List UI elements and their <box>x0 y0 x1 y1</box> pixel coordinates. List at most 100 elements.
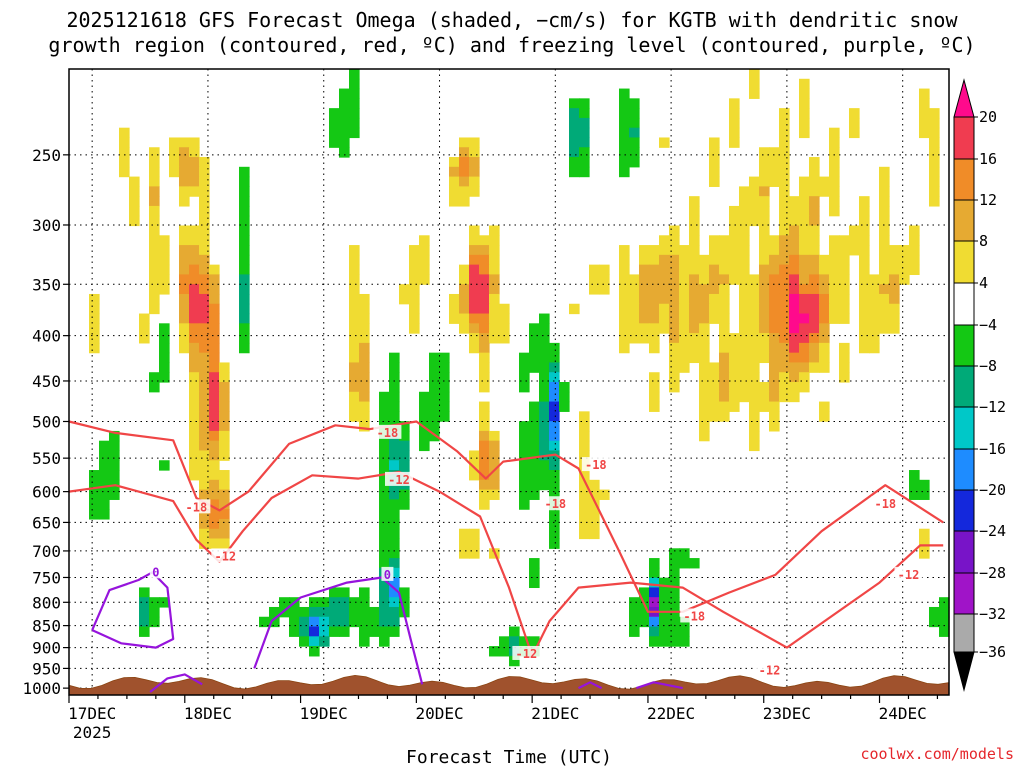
omega-cell <box>489 479 500 491</box>
omega-cell <box>859 293 870 305</box>
omega-cell <box>409 254 420 266</box>
omega-cell <box>829 293 840 305</box>
omega-cell <box>379 440 390 452</box>
omega-cell <box>659 577 670 589</box>
colorbar-label: −12 <box>979 398 1006 416</box>
omega-cell <box>519 450 530 461</box>
omega-cell <box>359 293 370 305</box>
omega-cell <box>429 421 440 432</box>
omega-cell <box>539 430 550 442</box>
freezing-contour <box>149 673 203 693</box>
omega-cell <box>469 254 480 266</box>
omega-cell <box>649 372 660 383</box>
omega-cell <box>809 323 820 334</box>
omega-cell <box>149 157 160 168</box>
colorbar-segment <box>953 365 975 408</box>
omega-cell <box>679 293 690 305</box>
omega-cell <box>179 274 190 285</box>
y-tick-label: 300 <box>32 216 61 235</box>
omega-cell <box>479 450 490 461</box>
omega-cell <box>809 176 820 187</box>
omega-cell <box>659 616 670 628</box>
omega-cell <box>929 117 940 129</box>
omega-cell <box>689 313 700 324</box>
omega-cell <box>929 186 940 197</box>
omega-cell <box>839 274 850 285</box>
omega-cell <box>209 303 220 315</box>
omega-cell <box>379 587 390 598</box>
omega-cell <box>539 470 550 481</box>
colorbar-label: 12 <box>979 191 997 209</box>
omega-cell <box>939 616 950 628</box>
colorbar-label: −36 <box>979 643 1006 661</box>
omega-cell <box>479 372 490 383</box>
omega-cell <box>399 284 410 295</box>
omega-cell <box>719 284 730 295</box>
omega-cell <box>739 342 750 354</box>
omega-cell <box>269 616 280 628</box>
omega-cell <box>519 430 530 442</box>
omega-cell <box>929 147 940 158</box>
omega-cell <box>329 117 340 129</box>
omega-cell <box>779 333 790 344</box>
omega-cell <box>469 274 480 285</box>
omega-cell <box>709 313 720 324</box>
omega-cell <box>699 382 710 393</box>
omega-cell <box>339 616 350 628</box>
omega-cell <box>839 284 850 295</box>
omega-cell <box>769 303 780 315</box>
omega-cell <box>709 284 720 295</box>
omega-cell <box>779 127 790 139</box>
omega-cell <box>139 606 150 618</box>
omega-cell <box>549 518 560 530</box>
omega-cell <box>349 333 360 344</box>
omega-cell <box>669 342 680 354</box>
omega-cell <box>679 254 690 266</box>
omega-cell <box>399 489 410 500</box>
omega-cell <box>389 489 400 500</box>
omega-cell <box>489 440 500 452</box>
omega-cell <box>709 391 720 403</box>
colorbar-segment <box>953 116 975 160</box>
omega-cell <box>189 382 200 393</box>
omega-cell <box>539 460 550 471</box>
omega-cell <box>529 342 540 354</box>
omega-cell <box>479 342 490 354</box>
omega-cell <box>789 382 800 393</box>
omega-cell <box>159 333 170 344</box>
omega-cell <box>669 254 680 266</box>
omega-cell <box>749 440 760 452</box>
omega-cell <box>149 215 160 227</box>
omega-cell <box>799 88 810 99</box>
omega-cell <box>469 342 480 354</box>
omega-cell <box>899 254 910 266</box>
omega-cell <box>149 293 160 305</box>
omega-cell <box>89 479 100 491</box>
omega-cell <box>189 157 200 168</box>
omega-cell <box>479 245 490 256</box>
omega-cell <box>179 176 190 187</box>
omega-cell <box>779 391 790 403</box>
omega-cell <box>419 411 430 422</box>
omega-cell <box>779 372 790 383</box>
omega-cell <box>709 382 720 393</box>
freezing-contour <box>253 576 424 685</box>
omega-cell <box>619 284 630 295</box>
omega-cell <box>389 509 400 520</box>
omega-cell <box>379 577 390 589</box>
omega-cell <box>519 479 530 491</box>
omega-cell <box>289 626 300 637</box>
omega-cell <box>669 558 680 569</box>
omega-cell <box>869 323 880 334</box>
omega-cell <box>579 450 590 461</box>
omega-cell <box>479 333 490 344</box>
omega-cell <box>209 509 220 520</box>
omega-cell <box>109 460 120 471</box>
omega-cell <box>179 323 190 334</box>
omega-cell <box>889 323 900 334</box>
omega-cell <box>499 333 510 344</box>
colorbar-label: 4 <box>979 274 988 292</box>
omega-cell <box>549 430 560 442</box>
omega-cell <box>719 274 730 285</box>
omega-cell <box>439 401 450 412</box>
